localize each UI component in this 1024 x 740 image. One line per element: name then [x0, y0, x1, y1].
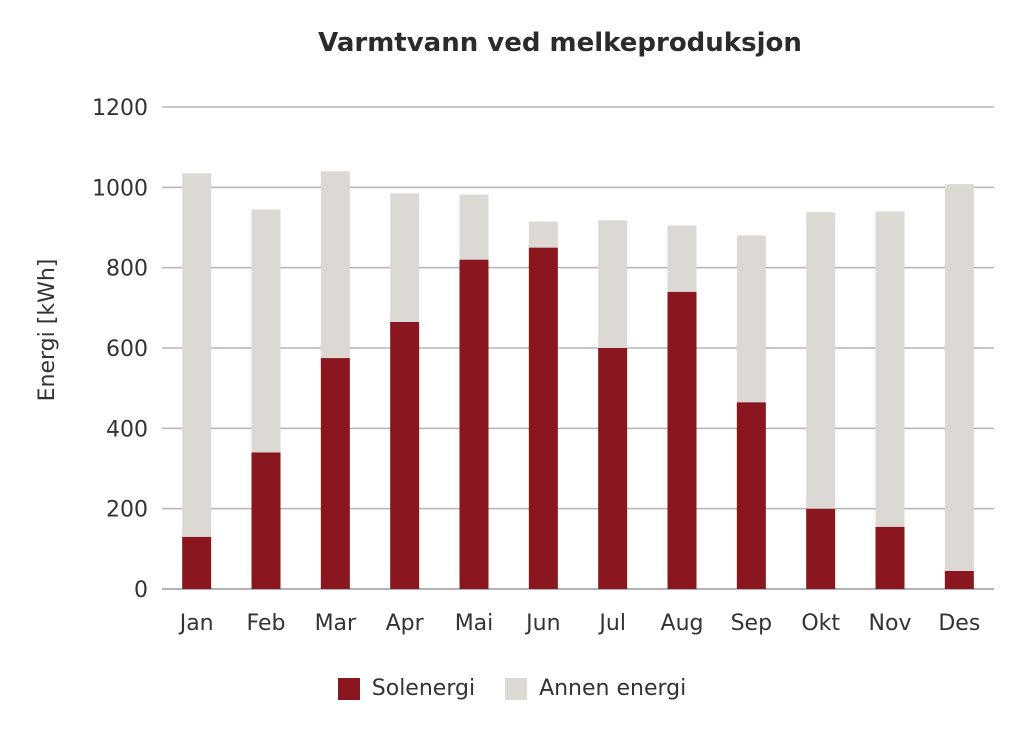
- bar-annen-energi: [667, 225, 697, 292]
- bar-annen-energi: [736, 235, 766, 403]
- bar-annen-energi: [598, 220, 628, 348]
- chart-title: Varmtvann ved melkeproduksjon: [318, 28, 802, 58]
- y-tick-label: 400: [106, 417, 148, 442]
- x-tick-label: Jan: [178, 611, 214, 636]
- y-tick-label: 0: [134, 578, 148, 603]
- x-tick-label: Apr: [386, 611, 425, 636]
- bar-annen-energi: [320, 171, 350, 359]
- y-tick-label: 200: [106, 498, 148, 523]
- bar-solenergi: [944, 570, 974, 589]
- y-tick-label: 800: [106, 257, 148, 282]
- bar-annen-energi: [251, 209, 281, 453]
- bars: [182, 171, 974, 590]
- legend: Solenergi Annen energi: [0, 676, 1024, 701]
- x-tick-labels: Jan Feb Mar Apr Mai Jun Jul Aug Sep Okt Nov Des: [178, 611, 981, 636]
- bar-solenergi: [182, 536, 212, 589]
- bar-annen-energi: [528, 221, 558, 248]
- x-tick-label: Feb: [247, 611, 286, 636]
- bar-annen-energi: [806, 212, 836, 509]
- x-tick-label: Des: [938, 611, 980, 636]
- bar-solenergi: [320, 358, 350, 589]
- bar-solenergi: [528, 247, 558, 590]
- legend-item-solar: Solenergi: [337, 676, 476, 701]
- bar-annen-energi: [944, 184, 974, 571]
- bar-annen-energi: [390, 193, 420, 322]
- bar-solenergi: [598, 348, 628, 589]
- y-tick-label: 600: [106, 337, 148, 362]
- y-tick-labels: 0 200 400 600 800 1000 1200: [92, 96, 148, 603]
- y-tick-label: 1200: [92, 96, 148, 121]
- bar-solenergi: [667, 291, 697, 589]
- bar-solenergi: [875, 526, 905, 589]
- legend-label-solar: Solenergi: [371, 676, 476, 701]
- x-tick-label: Aug: [661, 611, 704, 636]
- x-tick-label: Jun: [524, 611, 560, 636]
- legend-swatch-solar: [337, 677, 360, 700]
- bar-annen-energi: [875, 211, 905, 527]
- x-tick-label: Okt: [801, 611, 840, 636]
- bar-solenergi: [736, 402, 766, 589]
- bar-solenergi: [806, 508, 836, 589]
- y-axis-label: Energi [kWh]: [35, 259, 60, 402]
- legend-swatch-other: [505, 677, 528, 700]
- bar-solenergi: [459, 259, 489, 589]
- bar-annen-energi: [182, 173, 212, 537]
- x-tick-label: Mar: [315, 611, 357, 636]
- legend-label-other: Annen energi: [539, 676, 687, 701]
- x-tick-label: Sep: [731, 611, 772, 636]
- gridlines: [162, 106, 994, 590]
- y-tick-label: 1000: [92, 176, 148, 201]
- legend-item-other: Annen energi: [505, 676, 686, 701]
- bar-annen-energi: [459, 194, 489, 260]
- bar-solenergi: [390, 321, 420, 589]
- x-tick-label: Nov: [869, 611, 912, 636]
- bar-solenergi: [251, 452, 281, 589]
- x-tick-label: Jul: [597, 611, 626, 636]
- x-tick-label: Mai: [455, 611, 494, 636]
